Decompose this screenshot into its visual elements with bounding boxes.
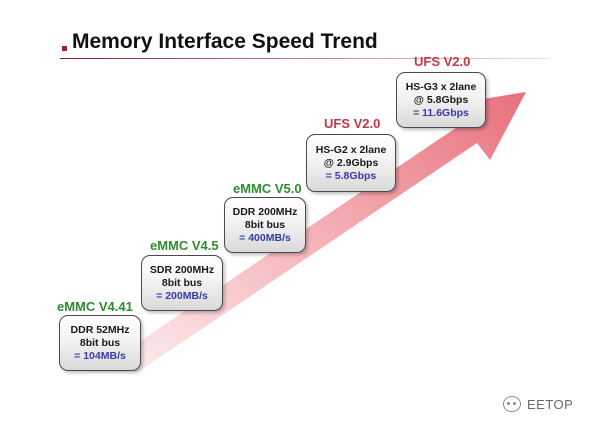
stage-4-label: UFS V2.0 bbox=[324, 116, 381, 131]
stage-1-label: eMMC V4.41 bbox=[57, 299, 133, 314]
watermark: EETOP bbox=[503, 393, 573, 415]
stage-1-line2: 8bit bus bbox=[79, 336, 121, 349]
stage-3-line2: 8bit bus bbox=[244, 218, 286, 231]
stage-4-line2: @ 2.9Gbps bbox=[323, 156, 379, 169]
stage-3-speed: = 400MB/s bbox=[239, 231, 291, 244]
stage-2-line1: SDR 200MHz bbox=[149, 263, 215, 276]
stage-4-speed: = 5.8Gbps bbox=[325, 169, 377, 182]
stage-4-line1: HS-G2 x 2lane bbox=[315, 143, 387, 156]
stage-3-box: DDR 200MHz 8bit bus = 400MB/s bbox=[224, 197, 306, 253]
trend-arrow-shape bbox=[88, 92, 526, 372]
stage-2-speed: = 200MB/s bbox=[156, 289, 208, 302]
stage-5-label: UFS V2.0 bbox=[414, 54, 471, 69]
stage-5-line2: @ 5.8Gbps bbox=[413, 93, 469, 106]
page-title: Memory Interface Speed Trend bbox=[72, 30, 378, 53]
stage-1-speed: = 104MB/s bbox=[74, 349, 126, 362]
stage-3-label: eMMC V5.0 bbox=[233, 181, 302, 196]
watermark-text: EETOP bbox=[527, 396, 574, 412]
wechat-icon bbox=[503, 396, 521, 412]
stage-5-line1: HS-G3 x 2lane bbox=[405, 80, 477, 93]
stage-5-speed: = 11.6Gbps bbox=[413, 106, 469, 119]
stage-2-label: eMMC V4.5 bbox=[150, 238, 219, 253]
stage-3-line1: DDR 200MHz bbox=[232, 205, 298, 218]
stage-1-box: DDR 52MHz 8bit bus = 104MB/s bbox=[59, 315, 141, 371]
stage-5-box: HS-G3 x 2lane @ 5.8Gbps = 11.6Gbps bbox=[396, 72, 486, 128]
stage-1-line1: DDR 52MHz bbox=[70, 323, 130, 336]
title-bullet bbox=[62, 46, 67, 51]
stage-2-box: SDR 200MHz 8bit bus = 200MB/s bbox=[141, 255, 223, 311]
title-divider bbox=[60, 58, 550, 59]
stage-2-line2: 8bit bus bbox=[161, 276, 203, 289]
stage-4-box: HS-G2 x 2lane @ 2.9Gbps = 5.8Gbps bbox=[306, 134, 396, 192]
